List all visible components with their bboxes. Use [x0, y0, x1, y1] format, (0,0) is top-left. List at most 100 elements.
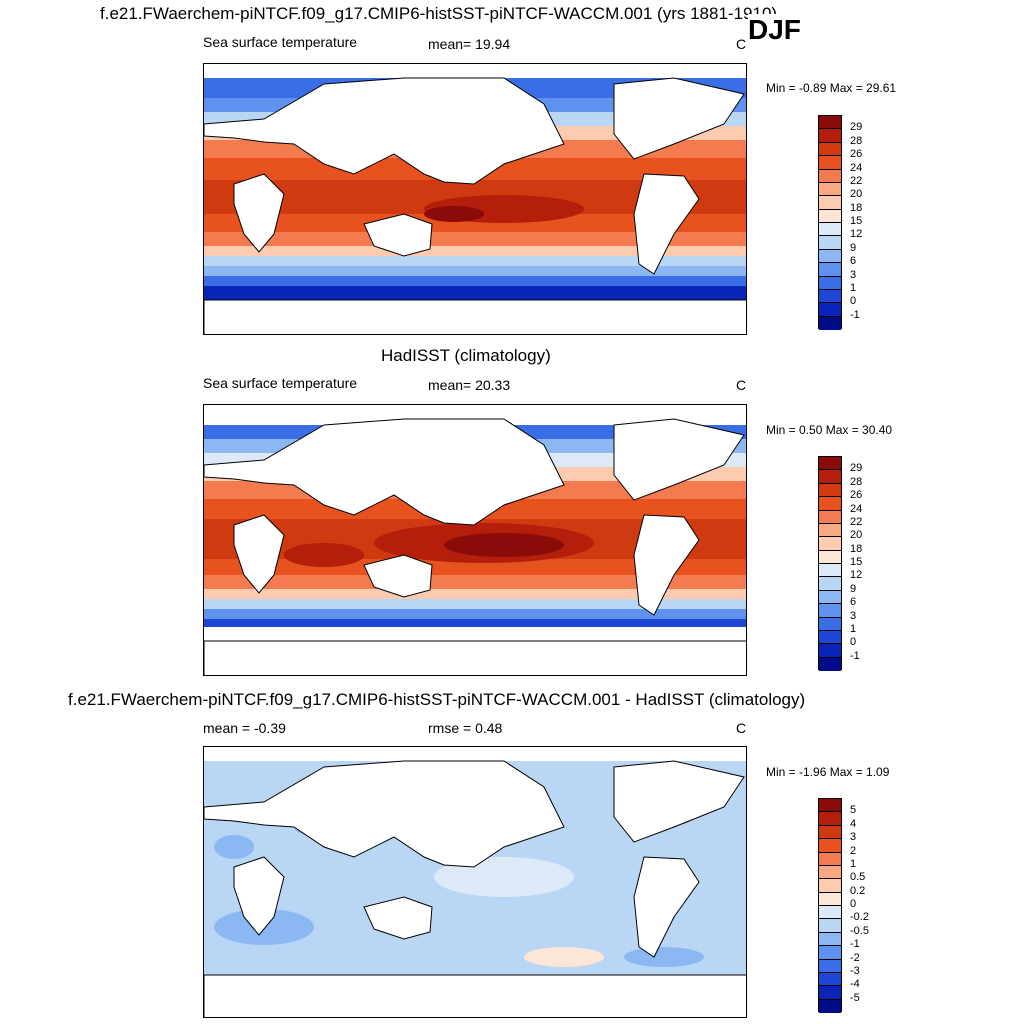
colorbar-tick-label: 6: [850, 255, 857, 268]
colorbar-tick-label: 29: [850, 121, 863, 134]
colorbar-tick-label: 0.5: [850, 871, 866, 884]
colorbar-swatch: [819, 879, 841, 893]
panel1-map: [203, 63, 747, 335]
colorbar-tick-label: 0: [850, 295, 857, 308]
colorbar-swatch: [819, 799, 841, 813]
colorbar-swatch: [819, 116, 841, 130]
panel3-colorbar: [818, 798, 842, 1013]
colorbar-swatch: [819, 617, 841, 631]
colorbar-tick-label: 3: [850, 268, 857, 281]
colorbar-tick-label: 5: [850, 804, 857, 817]
colorbar-tick-label: 1: [850, 857, 857, 870]
colorbar-swatch: [819, 550, 841, 564]
panel2-colorbar: [818, 456, 842, 671]
colorbar-tick-label: -3: [850, 964, 860, 977]
colorbar-swatch: [819, 249, 841, 264]
colorbar-swatch: [819, 839, 841, 853]
colorbar-tick-label: -5: [850, 991, 860, 1004]
colorbar-swatch: [819, 169, 841, 183]
season-label: DJF: [748, 14, 801, 46]
colorbar-tick-label: 26: [850, 489, 863, 502]
colorbar-swatch: [819, 946, 841, 960]
colorbar-tick-label: 22: [850, 515, 863, 528]
colorbar-swatch: [819, 497, 841, 511]
colorbar-swatch: [819, 919, 841, 933]
colorbar-tick-label: 20: [850, 188, 863, 201]
colorbar-tick-label: -4: [850, 978, 860, 991]
colorbar-swatch: [819, 263, 841, 277]
colorbar-swatch: [819, 276, 841, 290]
colorbar-swatch: [819, 289, 841, 304]
colorbar-tick-label: -1: [850, 938, 860, 951]
colorbar-tick-label: 9: [850, 582, 857, 595]
colorbar-tick-label: 12: [850, 569, 863, 582]
colorbar-tick-label: 24: [850, 161, 863, 174]
colorbar-swatch: [819, 865, 841, 880]
colorbar-swatch: [819, 316, 841, 330]
colorbar-tick-label: 6: [850, 596, 857, 609]
colorbar-tick-label: 28: [850, 475, 863, 488]
panel3-units-label: C: [736, 720, 747, 736]
panel2-units-label: C: [736, 377, 747, 393]
panel2-map: [203, 404, 747, 676]
colorbar-swatch: [819, 236, 841, 250]
figure-title: f.e21.FWaerchem-piNTCF.f09_g17.CMIP6-his…: [100, 4, 778, 23]
colorbar-tick-label: 0: [850, 898, 857, 910]
colorbar-swatch: [819, 932, 841, 947]
colorbar-tick-label: 18: [850, 201, 863, 214]
colorbar-swatch: [819, 852, 841, 866]
colorbar-swatch: [819, 892, 841, 906]
colorbar-tick-label: 0: [850, 636, 857, 649]
colorbar-swatch: [819, 523, 841, 538]
colorbar-swatch: [819, 657, 841, 671]
panel3-rmse-label: rmse = 0.48: [428, 720, 503, 736]
colorbar-tick-label: -2: [850, 951, 860, 964]
panel1-mean-label: mean= 19.94: [428, 36, 511, 52]
colorbar-swatch: [819, 209, 841, 223]
panel1-units-label: C: [736, 36, 747, 52]
colorbar-swatch: [819, 972, 841, 987]
colorbar-tick-label: 29: [850, 462, 863, 475]
panel2-mean-label: mean= 20.33: [428, 377, 511, 393]
panel1-variable-label: Sea surface temperature: [203, 34, 358, 50]
panel3-mean-label: mean = -0.39: [203, 720, 286, 736]
colorbar-tick-label: 2: [850, 844, 857, 857]
panel1-colorbar: [818, 115, 842, 330]
colorbar-swatch: [819, 644, 841, 658]
colorbar-swatch: [819, 604, 841, 618]
panel1-minmax-label: Min = -0.89 Max = 29.61: [766, 81, 897, 95]
colorbar-tick-label: 18: [850, 542, 863, 555]
colorbar-swatch: [819, 196, 841, 210]
colorbar-tick-label: 28: [850, 134, 863, 147]
colorbar-swatch: [819, 812, 841, 826]
colorbar-tick-label: -1: [850, 649, 860, 662]
colorbar-tick-label: 20: [850, 529, 863, 542]
colorbar-swatch: [819, 142, 841, 157]
colorbar-tick-label: 3: [850, 609, 857, 622]
colorbar-swatch: [819, 182, 841, 197]
panel2-minmax-label: Min = 0.50 Max = 30.40: [766, 423, 893, 437]
colorbar-tick-label: 26: [850, 148, 863, 161]
colorbar-swatch: [819, 303, 841, 317]
panel3-minmax-label: Min = -1.96 Max = 1.09: [766, 765, 890, 779]
colorbar-swatch: [819, 537, 841, 551]
colorbar-swatch: [819, 825, 841, 840]
colorbar-tick-label: 15: [850, 556, 863, 568]
colorbar-swatch: [819, 483, 841, 498]
colorbar-swatch: [819, 564, 841, 578]
panel3-map-svg: [204, 747, 746, 1017]
colorbar-tick-label: 1: [850, 281, 857, 294]
colorbar-swatch: [819, 999, 841, 1013]
colorbar-tick-label: 22: [850, 174, 863, 187]
colorbar-tick-label: -1: [850, 308, 860, 321]
panel1-map-svg: [204, 64, 746, 334]
colorbar-swatch: [819, 510, 841, 524]
colorbar-swatch: [819, 959, 841, 973]
colorbar-swatch: [819, 577, 841, 591]
panel3-title: f.e21.FWaerchem-piNTCF.f09_g17.CMIP6-his…: [68, 690, 806, 709]
panel2-title: HadISST (climatology): [381, 346, 551, 365]
colorbar-swatch: [819, 986, 841, 1000]
colorbar-tick-label: -0.2: [850, 911, 869, 924]
panel2-variable-label: Sea surface temperature: [203, 375, 358, 391]
colorbar-tick-label: 1: [850, 622, 857, 635]
